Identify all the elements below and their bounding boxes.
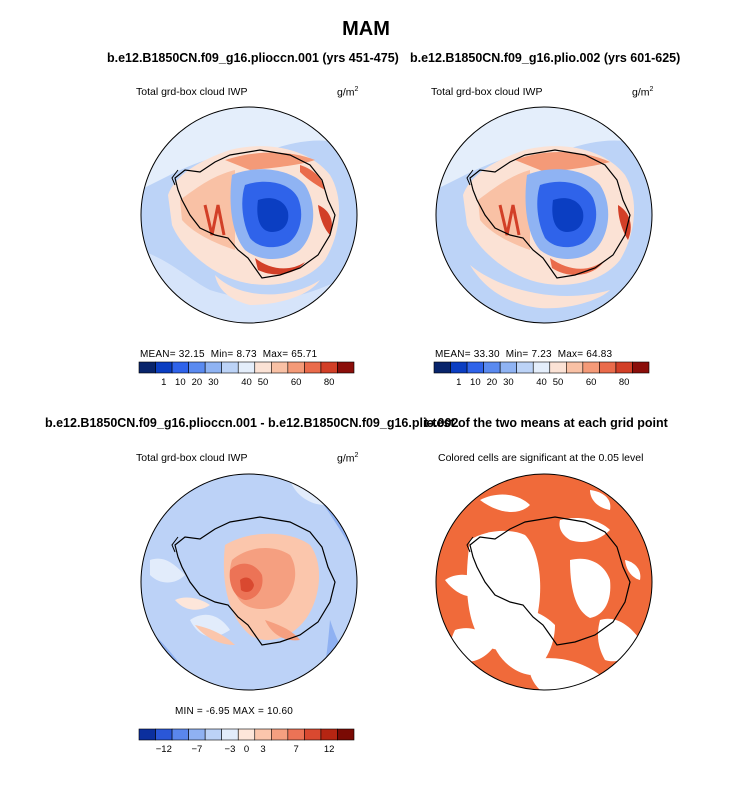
max-value: 64.83 [586,349,613,360]
colorbar-tick-label: 7 [293,744,298,755]
colorbar-tick-label: 30 [503,377,514,388]
units-exponent: 2 [354,452,359,459]
colorbar-swatch [632,361,650,374]
colorbar-tick-label: 60 [586,377,597,388]
stats-bottom-left: MIN = -6.95 MAX = 10.60 [175,706,293,717]
colorbar-tick-label: 0 [244,744,249,755]
colorbar-tick-label: 10 [175,377,186,388]
colorbar-tick-label: −3 [225,744,236,755]
units-top-right: g/m2 [632,86,653,99]
mean-value: 32.15 [178,349,205,360]
units-exponent: 2 [649,86,654,93]
colorbar-tick-label: 40 [536,377,547,388]
colorbar-tick-label: 3 [260,744,265,755]
subtitle-bottom-right: Colored cells are significant at the 0.0… [438,452,644,464]
colorbar-tick-label: 20 [487,377,498,388]
colorbar-tick-label: 60 [291,377,302,388]
colorbar-tick-label: 80 [324,377,335,388]
panel-title-top-right: b.e12.B1850CN.f09_g16.plio.002 (yrs 601-… [410,51,681,65]
units-exponent: 2 [354,86,359,93]
colorbar-tick-label: 80 [619,377,630,388]
colorbar-tick-label: 20 [192,377,203,388]
colorbar-top-left: 1 10 20 30 40 50 60 80 [138,361,355,388]
colorbar-tick-label: −7 [191,744,202,755]
colorbar-tick-label: 1 [161,377,166,388]
mean-label: MEAN= [140,349,176,360]
figure-title: MAM [342,18,390,40]
colorbar-tick-label: 40 [241,377,252,388]
min-label: Min= [505,349,529,360]
min-value: 8.73 [236,349,257,360]
panel-title-bottom-left: b.e12.B1850CN.f09_g16.plioccn.001 - b.e1… [45,416,459,430]
colorbar-top-right: 1 10 20 30 40 50 60 80 [433,361,650,388]
max-label: Max= [262,349,289,360]
colorbar-tick-label: −12 [156,744,172,755]
colorbar-bottom-left: −12 −7 −3 0 3 7 12 [138,728,355,755]
max-label: Max= [557,349,584,360]
min-label: Min= [210,349,234,360]
colorbar-tick-label: 30 [208,377,219,388]
stats-top-right: MEAN= 33.30 Min= 7.23 Max= 64.83 [435,349,612,360]
units-base: g/m [632,86,650,99]
colorbar-tick-label: 12 [324,744,335,755]
stats-top-left: MEAN= 32.15 Min= 8.73 Max= 65.71 [140,349,317,360]
panel-title-top-left: b.e12.B1850CN.f09_g16.plioccn.001 (yrs 4… [107,51,399,65]
panel-title-bottom-right: t-test of the two means at each grid poi… [424,416,668,430]
colorbar-tick-label: 10 [470,377,481,388]
units-base: g/m [337,452,355,465]
subtitle-bottom-left: Total grd-box cloud IWP [136,452,248,464]
units-top-left: g/m2 [337,86,358,99]
mean-value: 33.30 [473,349,500,360]
max-label: MAX = [232,706,265,717]
min-label: MIN = [175,706,203,717]
min-value: 7.23 [531,349,552,360]
max-value: 65.71 [291,349,318,360]
subtitle-top-left: Total grd-box cloud IWP [136,86,248,98]
colorbar-swatch [337,361,355,374]
colorbar-tick-label: 50 [553,377,564,388]
mean-label: MEAN= [435,349,471,360]
subtitle-top-right: Total grd-box cloud IWP [431,86,543,98]
units-base: g/m [337,86,355,99]
units-bottom-left: g/m2 [337,452,358,465]
colorbar-tick-label: 1 [456,377,461,388]
max-value: 10.60 [267,706,294,717]
colorbar-swatch [337,728,355,741]
colorbar-tick-label: 50 [258,377,269,388]
min-value: -6.95 [205,706,230,717]
